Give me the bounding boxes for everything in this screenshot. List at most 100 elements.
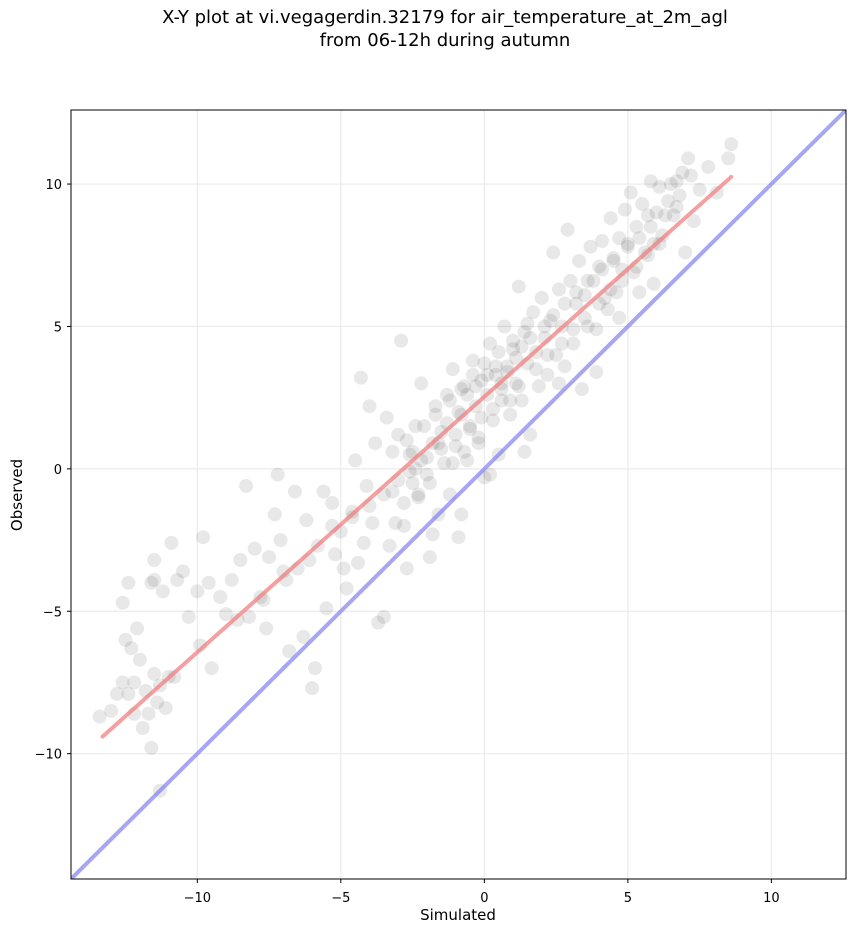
data-point [267,507,282,522]
data-point [339,581,354,596]
data-point [577,288,592,303]
data-point [273,533,288,548]
data-point [385,484,400,499]
data-point [666,208,681,223]
data-point [396,496,411,511]
data-point [170,572,185,587]
data-point [204,661,219,676]
data-point [663,177,678,192]
data-point [365,515,380,530]
data-point [155,584,170,599]
data-point [514,393,529,408]
data-point [557,296,572,311]
data-point [517,444,532,459]
data-point [623,185,638,200]
x-tick-label: −5 [331,891,350,906]
data-point [434,441,449,456]
data-point [508,350,523,365]
data-point [523,330,538,345]
data-point [583,239,598,254]
x-axis-label: Simulated [420,906,496,924]
data-point [465,353,480,368]
data-point [437,456,452,471]
data-point [391,427,406,442]
data-point [589,322,604,337]
data-point [612,310,627,325]
data-point [483,336,498,351]
data-point [554,336,569,351]
data-point [485,402,500,417]
data-point [511,379,526,394]
data-point [425,527,440,542]
data-point [241,609,256,624]
data-point [408,419,423,434]
data-point [632,285,647,300]
data-point [428,399,443,414]
data-point [534,290,549,305]
data-point [457,379,472,394]
data-point [485,413,500,428]
data-point [141,706,156,721]
data-point [669,174,684,189]
data-point [368,436,383,451]
data-point [643,174,658,189]
data-point [460,387,475,402]
data-point [514,339,529,354]
data-point [428,407,443,422]
data-point [109,686,124,701]
data-point [721,151,736,166]
data-point [262,550,277,565]
data-point [454,382,469,397]
data-point [551,376,566,391]
data-point [115,675,130,690]
data-point [396,518,411,533]
identity-line [71,110,846,879]
data-point [609,285,624,300]
data-point [546,245,561,260]
data-point [328,547,343,562]
data-point [130,621,145,636]
data-point [474,410,489,425]
data-point [175,564,190,579]
chart-title-block: X-Y plot at vi.vegagerdin.32179 for air_… [0,6,854,52]
x-tick-label: 5 [624,891,632,906]
data-point [620,236,635,251]
data-point [408,461,423,476]
data-point [474,373,489,388]
data-point [434,424,449,439]
points-layer [92,137,739,798]
data-point [454,507,469,522]
data-point [422,550,437,565]
data-point [523,427,538,442]
data-point [382,538,397,553]
data-point [537,319,552,334]
data-point [580,319,595,334]
data-point [201,575,216,590]
data-point [460,453,475,468]
data-point [359,478,374,493]
data-point [115,595,130,610]
data-point [362,399,377,414]
data-point [448,427,463,442]
data-point [399,433,414,448]
data-point [121,686,136,701]
data-point [681,151,696,166]
data-point [282,644,297,659]
data-point [592,259,607,274]
data-point [506,342,521,357]
data-point [219,607,233,622]
data-point [652,179,667,194]
data-point [190,584,205,599]
data-point [230,612,245,627]
data-point [531,379,546,394]
data-point [649,205,664,220]
data-point [299,513,314,528]
data-point [678,245,693,260]
data-point [471,430,486,445]
y-tick-label: −10 [35,748,62,763]
data-point [196,530,211,545]
data-point [595,234,610,249]
data-point [325,496,340,511]
y-tick-label: 0 [54,463,62,478]
